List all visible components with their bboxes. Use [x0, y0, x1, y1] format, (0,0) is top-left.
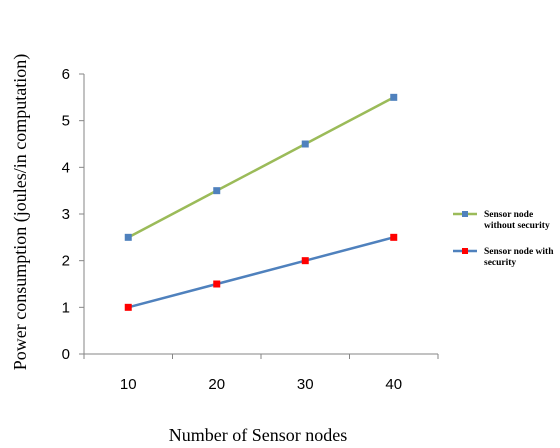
y-tick-label: 4	[62, 159, 70, 176]
x-tick-label: 30	[297, 376, 314, 393]
data-point	[124, 303, 132, 311]
axes: 0 1 2 3 4 5 6 10 20 30 40	[62, 66, 439, 393]
data-point	[390, 93, 398, 101]
data-point	[301, 257, 309, 265]
x-axis-title: Number of Sensor nodes	[169, 425, 347, 445]
data-point	[301, 140, 309, 148]
data-point	[390, 233, 398, 241]
legend-marker-1	[462, 211, 468, 217]
data-point	[213, 187, 221, 195]
y-tick-label: 3	[62, 206, 70, 223]
y-tick-label: 6	[62, 66, 70, 83]
legend-marker-2	[462, 248, 468, 254]
legend-label-2: security	[484, 258, 516, 268]
legend-label-2: Sensor node with	[484, 247, 554, 257]
x-tick-label: 40	[385, 376, 402, 393]
y-tick-label: 1	[62, 299, 70, 316]
legend-label-1: without security	[484, 221, 550, 231]
series-line-1	[127, 96, 395, 239]
series-layer	[124, 93, 398, 311]
x-tick-label: 10	[120, 376, 137, 393]
x-tick-label: 20	[208, 376, 225, 393]
y-tick-label: 0	[62, 346, 70, 363]
legend-label-1: Sensor node	[484, 210, 533, 220]
y-axis-title: Power consumption (joules/in computation…	[10, 54, 31, 370]
data-point	[213, 280, 221, 288]
y-tick-label: 2	[62, 253, 70, 270]
y-tick-label: 5	[62, 113, 70, 130]
series-line-2	[127, 236, 395, 309]
data-point	[124, 233, 132, 241]
